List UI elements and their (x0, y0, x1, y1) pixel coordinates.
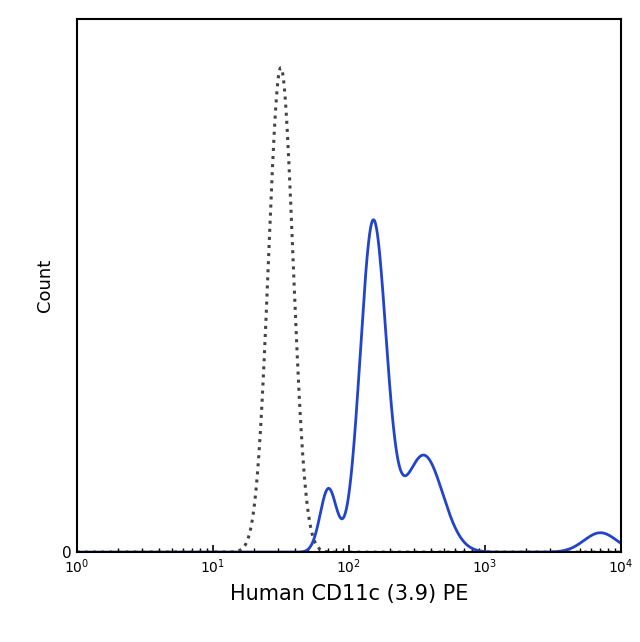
X-axis label: Human CD11c (3.9) PE: Human CD11c (3.9) PE (230, 584, 468, 604)
Y-axis label: Count: Count (36, 259, 54, 312)
